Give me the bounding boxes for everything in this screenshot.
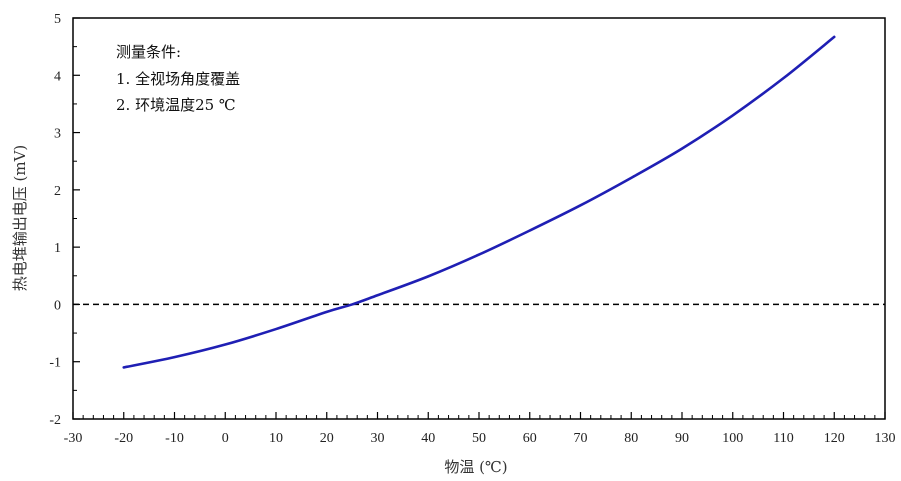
x-tick-label: 120 [824, 431, 845, 446]
data-point [224, 343, 226, 345]
x-tick-label: 90 [675, 431, 689, 446]
y-tick-label: 5 [54, 12, 61, 27]
x-tick-label: -10 [165, 431, 184, 446]
x-tick-label: 20 [320, 431, 334, 446]
data-point [782, 77, 784, 79]
y-axis-title: 热电堆输出电压 (mV) [11, 145, 29, 292]
x-tick-label: 100 [722, 431, 743, 446]
data-point [173, 356, 175, 358]
y-tick-label: 4 [54, 69, 61, 84]
data-point [351, 303, 353, 305]
data-point [275, 328, 277, 330]
y-axis: -2 -1 0 1 2 3 4 5 [49, 12, 80, 428]
annotation-line-1: 测量条件: [116, 43, 181, 61]
annotation-line-2: 1. 全视场角度覆盖 [116, 70, 240, 88]
data-point [579, 204, 581, 206]
y-tick-label: 0 [54, 298, 61, 313]
x-tick-label: 70 [574, 431, 588, 446]
y-tick-label: 3 [54, 127, 61, 142]
data-point [376, 294, 378, 296]
data-point [427, 275, 429, 277]
series-line [122, 35, 836, 369]
y-tick-label: -2 [49, 413, 61, 428]
data-point [630, 177, 632, 179]
y-tick-label: 2 [54, 184, 61, 199]
measurement-conditions-annotation: 测量条件: 1. 全视场角度覆盖 2. 环境温度25 ℃ [116, 43, 240, 114]
x-tick-label: 110 [773, 431, 793, 446]
x-tick-label: 50 [472, 431, 486, 446]
data-point [833, 36, 835, 38]
x-tick-label: -30 [64, 431, 83, 446]
data-point [478, 253, 480, 255]
x-axis: -30 -20 -10 0 10 20 30 40 50 60 70 80 90 100 110 120 130 [64, 412, 896, 446]
x-tick-label: 10 [269, 431, 283, 446]
data-point [123, 366, 125, 368]
x-tick-label: 130 [875, 431, 896, 446]
x-tick-label: 0 [222, 431, 229, 446]
data-point [732, 114, 734, 116]
data-point [681, 147, 683, 149]
x-tick-label: 80 [624, 431, 638, 446]
data-point [529, 229, 531, 231]
y-tick-label: 1 [54, 241, 61, 256]
annotation-line-3: 2. 环境温度25 ℃ [116, 96, 236, 114]
data-point [326, 311, 328, 313]
y-tick-label: -1 [49, 356, 61, 371]
x-tick-label: -20 [114, 431, 133, 446]
x-tick-label: 40 [421, 431, 435, 446]
x-tick-label: 30 [371, 431, 385, 446]
x-axis-title: 物温 (℃) [444, 458, 507, 476]
x-tick-label: 60 [523, 431, 537, 446]
